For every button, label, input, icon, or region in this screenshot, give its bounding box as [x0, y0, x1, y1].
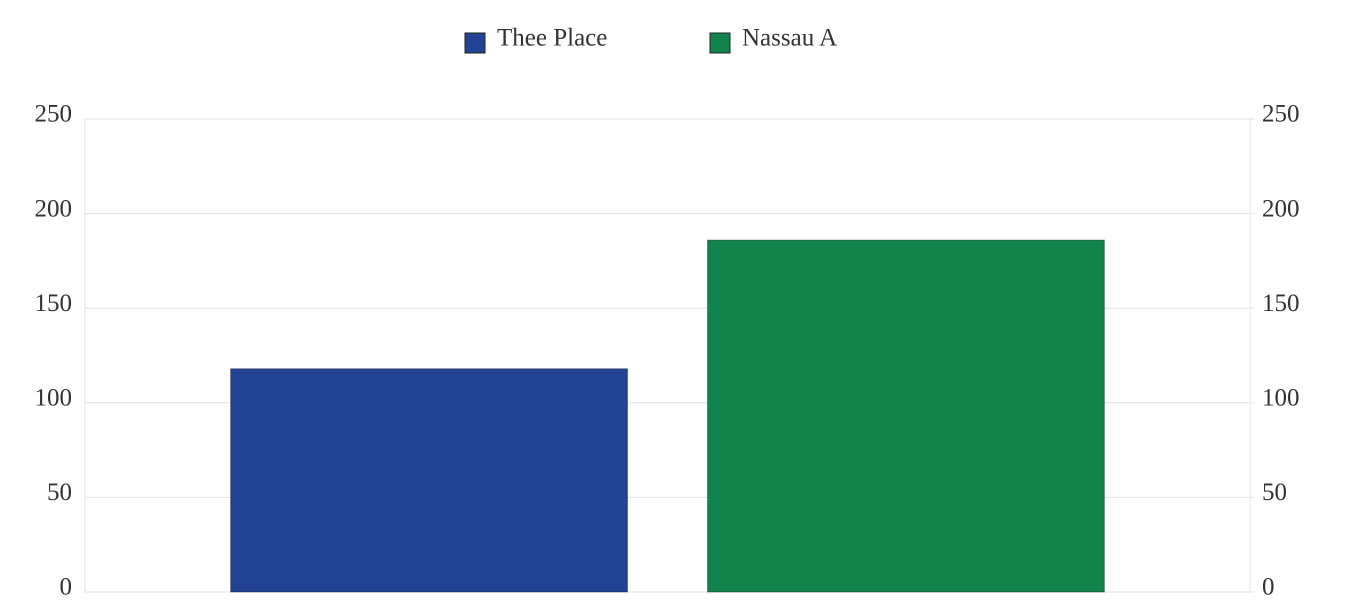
- y-tick-label: 200: [35, 195, 73, 222]
- y2-tick-label: 50: [1262, 479, 1287, 506]
- y-tick-label: 0: [60, 574, 73, 601]
- legend-swatch: [709, 32, 731, 54]
- y-tick-label: 100: [35, 385, 73, 412]
- y2-tick-label: 100: [1262, 385, 1300, 412]
- y2-tick-label: 0: [1262, 574, 1275, 601]
- y2-tick-label: 250: [1262, 101, 1300, 128]
- y-tick-label: 150: [35, 290, 73, 317]
- legend-label: Thee Place: [497, 25, 607, 52]
- y-tick-label: 250: [35, 101, 73, 128]
- legend-swatch: [464, 32, 486, 54]
- legend-label: Nassau A: [742, 25, 837, 52]
- bar: [707, 239, 1105, 593]
- bar: [230, 368, 628, 593]
- y2-tick-label: 150: [1262, 290, 1300, 317]
- y-tick-label: 50: [47, 479, 72, 506]
- y2-tick-label: 200: [1262, 195, 1300, 222]
